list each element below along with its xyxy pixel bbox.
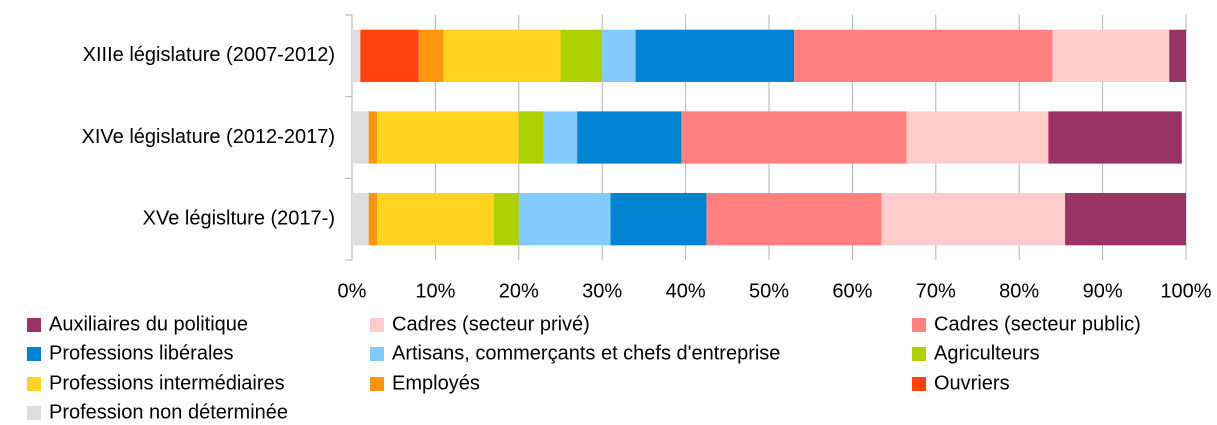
bar-segment <box>577 111 682 164</box>
legend-label: Employés <box>392 372 480 394</box>
bar-segment <box>1048 111 1182 164</box>
bar-segment <box>377 193 494 246</box>
y-tick-label: XVe législture (2017-) <box>143 207 335 229</box>
legend-label: Cadres (secteur public) <box>934 313 1141 335</box>
bar-segment <box>368 111 378 164</box>
legend-label: Auxiliaires du politique <box>49 313 248 335</box>
legend-swatch <box>27 406 41 420</box>
bar-segment <box>794 29 1053 82</box>
bar-segment <box>1169 29 1186 82</box>
legend-swatch <box>27 318 41 332</box>
x-tick-label: 70% <box>916 280 956 302</box>
bar-segment <box>1052 29 1170 82</box>
legend-label: Ouvriers <box>934 372 1010 394</box>
bar-segment <box>352 29 361 82</box>
legend-swatch <box>912 377 926 391</box>
bar-segment <box>602 29 636 82</box>
x-tick-label: 100% <box>1160 280 1211 302</box>
legend-swatch <box>370 377 384 391</box>
bar-segment <box>543 111 578 164</box>
legend-swatch <box>27 377 41 391</box>
legend-label: Professions libérales <box>49 342 234 364</box>
bar-segment <box>560 29 603 82</box>
legend-label: Artisans, commerçants et chefs d'entrepr… <box>392 342 780 364</box>
legend-swatch <box>370 347 384 361</box>
bar-segment <box>352 111 369 164</box>
bar-segment <box>377 111 519 164</box>
x-tick-label: 20% <box>499 280 539 302</box>
x-tick-label: 40% <box>666 280 706 302</box>
x-tick-label: 90% <box>1083 280 1123 302</box>
legend-label: Professions intermédiaires <box>49 372 285 394</box>
y-tick-label: XIIIe législature (2007-2012) <box>83 44 335 66</box>
x-tick-label: 60% <box>832 280 872 302</box>
bar-segment <box>906 111 1049 164</box>
x-tick-label: 0% <box>338 280 367 302</box>
legend-swatch <box>912 318 926 332</box>
bar-segment <box>443 29 561 82</box>
legend-swatch <box>27 347 41 361</box>
x-tick-label: 30% <box>582 280 622 302</box>
bar-segment <box>352 193 369 246</box>
bar-segment <box>681 111 907 164</box>
legend-swatch <box>370 318 384 332</box>
bar-segment <box>368 193 378 246</box>
bar-segment <box>518 193 611 246</box>
legend-swatch <box>912 347 926 361</box>
x-tick-label: 10% <box>415 280 455 302</box>
bar-segment <box>418 29 444 82</box>
bar-segment <box>493 193 519 246</box>
bar-segment <box>881 193 1066 246</box>
legend-label: Cadres (secteur privé) <box>392 313 590 335</box>
bar-segment <box>706 193 882 246</box>
x-tick-label: 50% <box>749 280 789 302</box>
bar-segment <box>610 193 707 246</box>
legend-label: Agriculteurs <box>934 342 1040 364</box>
y-tick-label: XIVe législature (2012-2017) <box>82 126 336 148</box>
bar-segment <box>635 29 795 82</box>
bar-segment <box>360 29 419 82</box>
bar-segment <box>518 111 544 164</box>
legend-label: Profession non déterminée <box>49 401 288 423</box>
bar-segment <box>1065 193 1186 246</box>
x-tick-label: 80% <box>999 280 1039 302</box>
